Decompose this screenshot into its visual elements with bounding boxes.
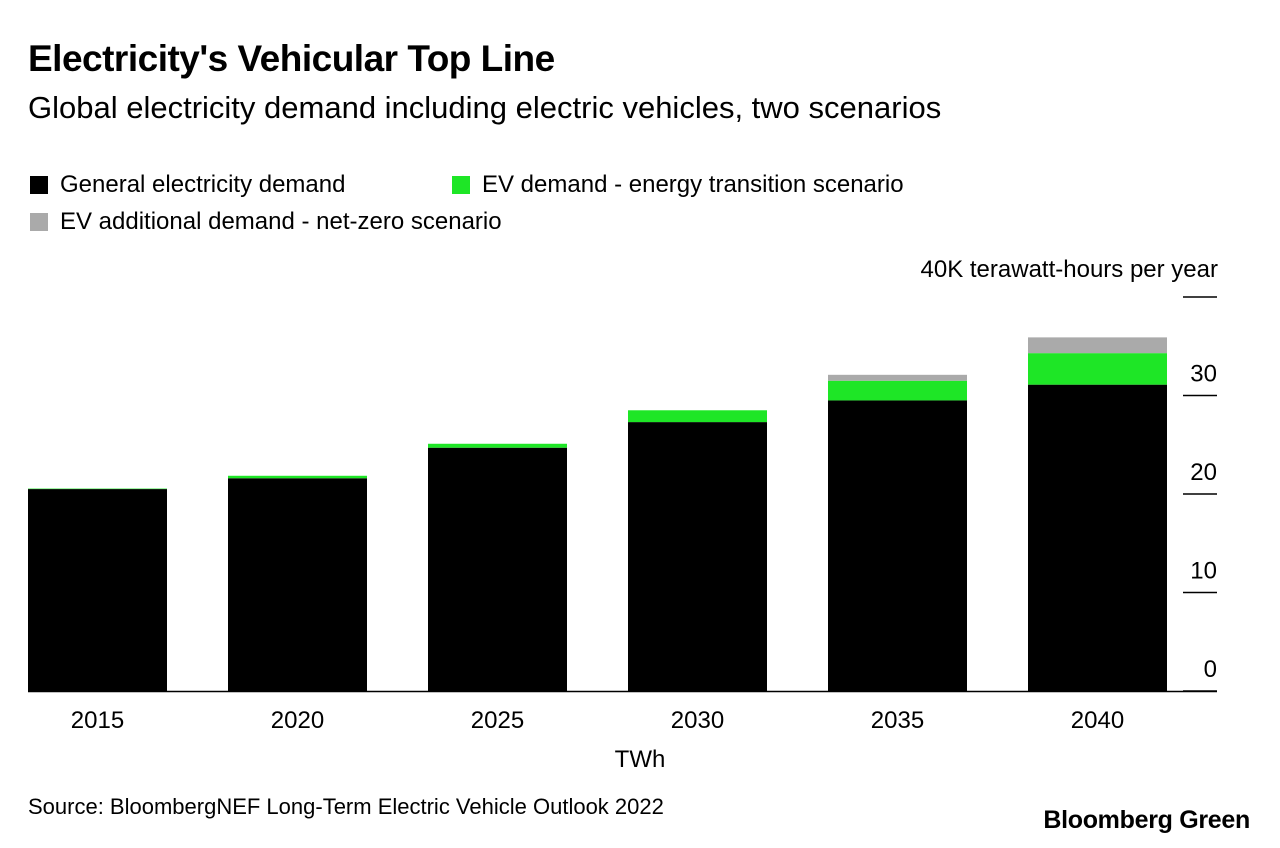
legend-label: EV demand - energy transition scenario [482,171,904,198]
bar-2020-series-1 [228,475,367,479]
x-tick-label-2025: 2025 [471,707,524,734]
x-tick-label-2040: 2040 [1071,707,1124,734]
legend-swatch-gray [30,213,48,231]
bar-2030-series-0 [628,422,767,691]
bar-2015-series-0 [28,489,167,691]
legend-label: General electricity demand [60,171,346,198]
bar-2040-series-2 [1028,337,1167,354]
legend-label: EV additional demand - net-zero scenario [60,208,502,235]
x-tick-label-2035: 2035 [871,707,924,734]
legend-item-ev-transition: EV demand - energy transition scenario [452,171,904,199]
bar-2035-series-2 [828,374,967,381]
x-tick-label-2020: 2020 [271,707,324,734]
bar-2030-series-1 [628,410,767,423]
bar-2035-series-0 [828,400,967,691]
legend-swatch-green [452,176,470,194]
brand-logo: Bloomberg Green [1043,806,1250,834]
legend-swatch-black [30,176,48,194]
y-tick-label-10: 10 [1190,558,1217,585]
chart-subtitle: Global electricity demand including elec… [28,90,942,125]
legend-item-general-demand: General electricity demand [30,171,345,199]
y-tick-label-20: 20 [1190,459,1217,486]
bar-2025-series-0 [428,447,567,691]
x-tick-label-2030: 2030 [671,707,724,734]
chart-title: Electricity's Vehicular Top Line [28,38,555,79]
y-axis-unit-label: 40K terawatt-hours per year [920,256,1218,283]
y-tick-label-30: 30 [1190,361,1217,388]
bar-2025-series-1 [428,443,567,448]
x-tick-label-2015: 2015 [71,707,124,734]
bar-2040-series-1 [1028,353,1167,385]
x-axis-title: TWh [615,746,666,773]
source-note: Source: BloombergNEF Long-Term Electric … [28,794,664,819]
bar-2035-series-1 [828,380,967,401]
bar-2040-series-0 [1028,384,1167,691]
bar-2020-series-0 [228,478,367,691]
legend-item-ev-net-zero: EV additional demand - net-zero scenario [30,208,502,236]
y-tick-label-0: 0 [1204,656,1217,683]
